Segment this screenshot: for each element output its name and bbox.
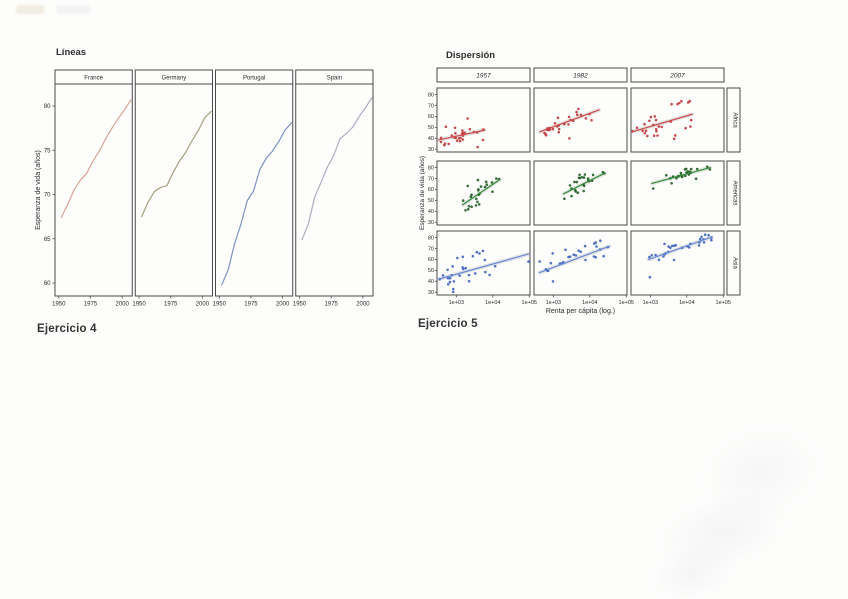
svg-text:Africa: Africa xyxy=(732,112,738,128)
svg-text:Renta per cápita (log.): Renta per cápita (log.) xyxy=(546,308,615,315)
svg-text:Americas: Americas xyxy=(732,180,738,205)
svg-text:1e+04: 1e+04 xyxy=(582,300,597,306)
svg-text:30: 30 xyxy=(428,147,434,153)
svg-text:1950: 1950 xyxy=(213,302,227,308)
facet-france: France 1950 1975 2000 xyxy=(52,69,133,308)
svg-text:80: 80 xyxy=(428,235,434,241)
svg-text:80: 80 xyxy=(44,104,51,110)
cell-africa-2007 xyxy=(630,87,725,153)
facet-germany: Germany 1950 1975 2000 xyxy=(132,69,213,308)
lineas-title: Líneas xyxy=(56,47,87,58)
svg-text:60: 60 xyxy=(428,114,434,120)
facet-spain: Spain 1950 1975 2000 xyxy=(293,69,374,308)
svg-text:30: 30 xyxy=(428,290,434,296)
svg-text:65: 65 xyxy=(44,237,51,243)
cell-americas-1957 xyxy=(436,160,531,226)
svg-text:50: 50 xyxy=(428,268,434,274)
dispersion-chart: Esperanza de vida (años) Renta per cápita… xyxy=(419,67,741,315)
svg-text:2000: 2000 xyxy=(276,302,290,308)
svg-text:1950: 1950 xyxy=(293,302,307,308)
svg-text:1e+04: 1e+04 xyxy=(485,300,500,306)
svg-text:70: 70 xyxy=(44,193,51,199)
svg-text:60: 60 xyxy=(428,187,434,193)
svg-text:40: 40 xyxy=(428,136,434,142)
caption-ejercicio-5: Ejercicio 5 xyxy=(418,318,478,330)
svg-text:France: France xyxy=(84,76,103,82)
cell-americas-2007 xyxy=(630,160,725,226)
svg-text:1e+03: 1e+03 xyxy=(546,300,561,306)
cell-asia-2007 xyxy=(630,230,725,296)
svg-text:1e+03: 1e+03 xyxy=(449,300,464,306)
cell-africa-1982 xyxy=(533,87,628,153)
svg-text:1975: 1975 xyxy=(244,302,258,308)
svg-text:30: 30 xyxy=(428,220,434,226)
svg-text:2007: 2007 xyxy=(669,73,685,80)
svg-text:60: 60 xyxy=(44,281,51,287)
facet-portugal: Portugal 1950 1975 2000 xyxy=(213,69,294,308)
svg-text:1e+05: 1e+05 xyxy=(522,300,537,306)
caption-ejercicio-4: Ejercicio 4 xyxy=(37,323,97,335)
svg-text:2000: 2000 xyxy=(196,302,210,308)
svg-text:70: 70 xyxy=(428,246,434,252)
svg-text:Asia: Asia xyxy=(732,257,738,269)
svg-text:40: 40 xyxy=(428,209,434,215)
svg-text:70: 70 xyxy=(428,176,434,182)
svg-text:2000: 2000 xyxy=(356,302,370,308)
svg-text:1975: 1975 xyxy=(84,302,98,308)
svg-text:80: 80 xyxy=(428,165,434,171)
svg-text:Germany: Germany xyxy=(162,76,187,82)
svg-text:1e+04: 1e+04 xyxy=(679,300,694,306)
svg-text:1e+03: 1e+03 xyxy=(643,300,658,306)
svg-text:70: 70 xyxy=(428,103,434,109)
svg-text:1e+05: 1e+05 xyxy=(716,300,731,306)
cell-asia-1957 xyxy=(436,230,531,296)
svg-text:2000: 2000 xyxy=(115,302,129,308)
svg-text:Portugal: Portugal xyxy=(243,76,265,82)
svg-text:60: 60 xyxy=(428,257,434,263)
svg-text:1982: 1982 xyxy=(573,73,588,80)
svg-text:75: 75 xyxy=(44,148,51,154)
svg-text:1975: 1975 xyxy=(164,302,178,308)
lineas-chart: Esperanza de vida (años)6065707580France… xyxy=(35,69,374,308)
svg-text:Esperanza de vida (años): Esperanza de vida (años) xyxy=(419,156,426,230)
svg-text:80: 80 xyxy=(428,92,434,98)
svg-text:Esperanza de vida (años): Esperanza de vida (años) xyxy=(35,150,42,230)
svg-text:50: 50 xyxy=(428,125,434,131)
svg-text:1950: 1950 xyxy=(132,302,146,308)
svg-text:1950: 1950 xyxy=(52,302,66,308)
svg-text:1975: 1975 xyxy=(325,302,339,308)
dispersion-title: Dispersión xyxy=(446,50,496,61)
cell-asia-1982 xyxy=(533,230,628,296)
scan-artifact-bottom-right xyxy=(616,391,848,599)
svg-text:50: 50 xyxy=(428,198,434,204)
cell-africa-1957 xyxy=(436,87,531,153)
cell-americas-1982 xyxy=(533,160,628,226)
scan-artifact-top-left xyxy=(16,5,90,14)
svg-text:40: 40 xyxy=(428,279,434,285)
svg-text:1957: 1957 xyxy=(476,73,491,80)
svg-text:1e+05: 1e+05 xyxy=(619,300,634,306)
svg-text:Spain: Spain xyxy=(327,76,342,82)
